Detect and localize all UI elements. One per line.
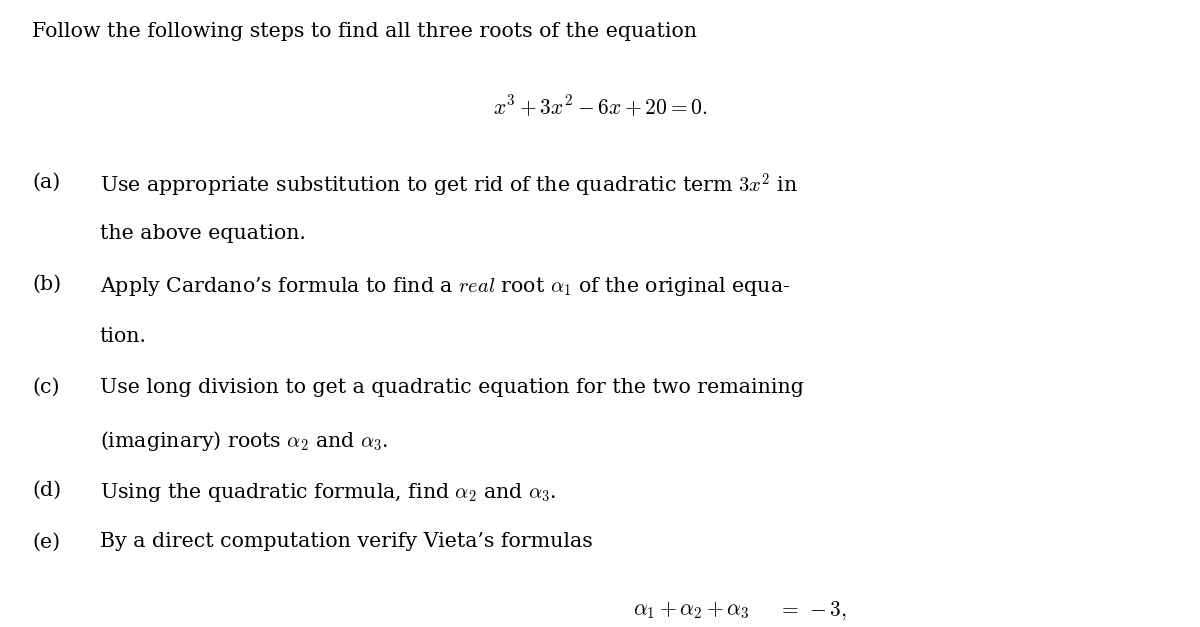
- Text: $\alpha_1 + \alpha_2 + \alpha_3$: $\alpha_1 + \alpha_2 + \alpha_3$: [634, 599, 750, 621]
- Text: By a direct computation verify Vieta’s formulas: By a direct computation verify Vieta’s f…: [100, 532, 593, 551]
- Text: (e): (e): [32, 532, 60, 551]
- Text: (a): (a): [32, 172, 61, 191]
- Text: $x^3 + 3x^2 - 6x + 20 = 0.$: $x^3 + 3x^2 - 6x + 20 = 0.$: [493, 94, 707, 120]
- Text: (imaginary) roots $\alpha_2$ and $\alpha_3$.: (imaginary) roots $\alpha_2$ and $\alpha…: [100, 429, 388, 453]
- Text: Use long division to get a quadratic equation for the two remaining: Use long division to get a quadratic equ…: [100, 378, 804, 397]
- Text: Using the quadratic formula, find $\alpha_2$ and $\alpha_3$.: Using the quadratic formula, find $\alph…: [100, 481, 556, 504]
- Text: Apply Cardano’s formula to find a $\mathit{real}$ root $\alpha_1$ of the origina: Apply Cardano’s formula to find a $\math…: [100, 275, 790, 298]
- Text: Use appropriate substitution to get rid of the quadratic term $3x^2$ in: Use appropriate substitution to get rid …: [100, 172, 798, 201]
- Text: tion.: tion.: [100, 327, 146, 345]
- Text: (d): (d): [32, 481, 61, 500]
- Text: $= \,-3,$: $= \,-3,$: [778, 599, 846, 622]
- Text: (c): (c): [32, 378, 60, 397]
- Text: (b): (b): [32, 275, 61, 294]
- Text: Follow the following steps to find all three roots of the equation: Follow the following steps to find all t…: [32, 22, 697, 41]
- Text: the above equation.: the above equation.: [100, 224, 306, 243]
